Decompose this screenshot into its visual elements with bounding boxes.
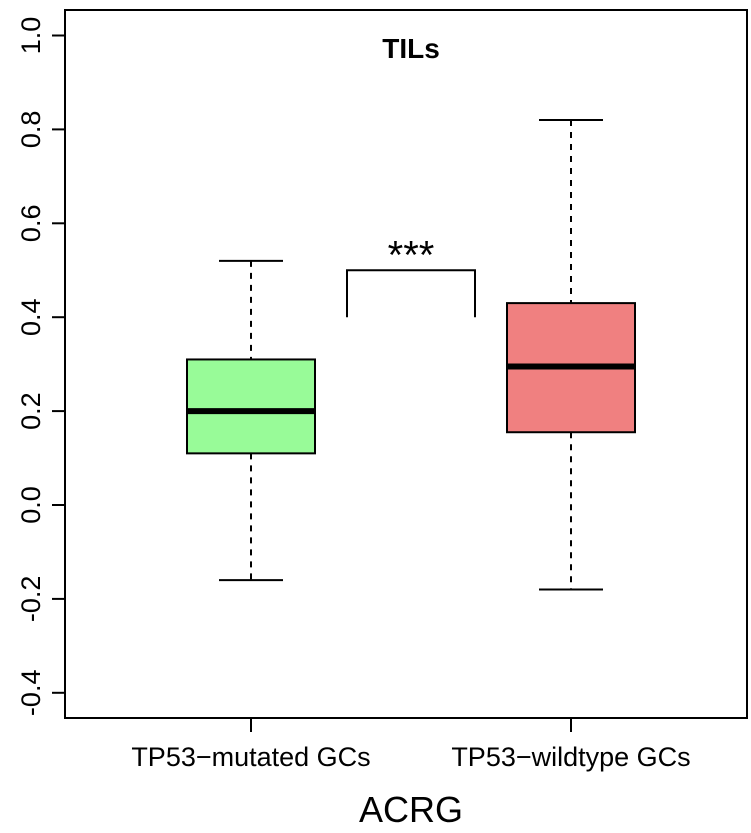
- significance-group: ***: [346, 233, 476, 318]
- significance-bracket: [346, 269, 476, 318]
- x-axis: TP53−mutated GCs TP53−wildtype GCs: [131, 718, 691, 772]
- significance-label: ***: [388, 233, 435, 277]
- y-tick-label: -0.2: [16, 576, 46, 623]
- boxes-group: [186, 119, 636, 591]
- y-tick-label: 0.6: [16, 205, 46, 243]
- plot-frame: [64, 9, 748, 719]
- y-tick-label: 1.0: [16, 17, 46, 55]
- iqr-box: [186, 358, 316, 455]
- y-axis: -0.4 -0.2 0.0 0.2 0.4 0.6 0.8 1.0: [16, 17, 66, 717]
- chart-title: TILs: [382, 33, 440, 64]
- y-tick-label: 0.8: [16, 111, 46, 149]
- box-2: [506, 119, 636, 591]
- y-tick-label: 0.4: [16, 298, 46, 336]
- y-tick-label: 0.2: [16, 392, 46, 430]
- y-tick-label: -0.4: [16, 670, 46, 717]
- y-tick-label: 0.0: [16, 486, 46, 524]
- box-1: [186, 259, 316, 582]
- x-tick-label: TP53−wildtype GCs: [451, 742, 690, 772]
- x-axis-label: ACRG: [359, 789, 463, 830]
- x-tick-label: TP53−mutated GCs: [131, 742, 370, 772]
